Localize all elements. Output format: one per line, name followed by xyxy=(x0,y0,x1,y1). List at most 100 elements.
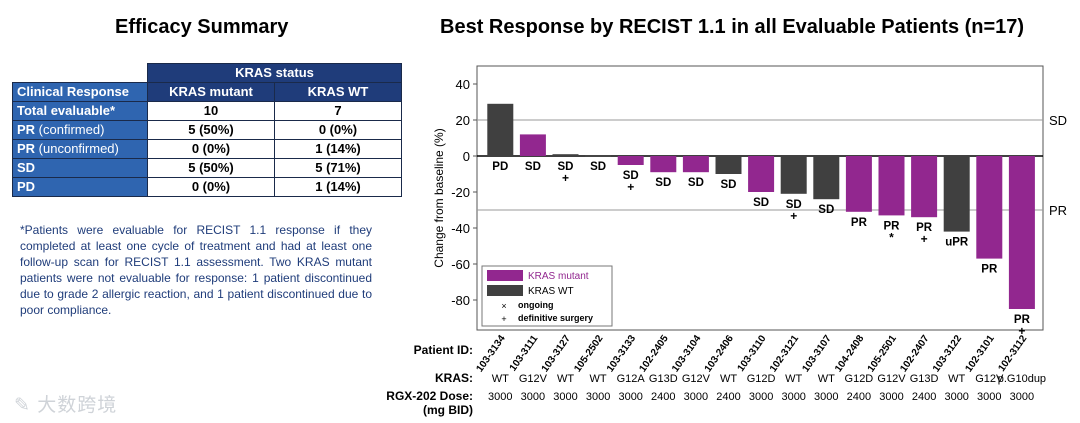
response-label: SD xyxy=(753,197,769,209)
patient-id: 103-3107 xyxy=(801,333,835,374)
bar xyxy=(748,156,775,192)
dose-value: 3000 xyxy=(586,391,610,403)
patient-id: 103-3133 xyxy=(605,333,639,374)
patient-id: 104-2408 xyxy=(833,333,867,374)
mutant-cell: 5 (50%) xyxy=(147,158,275,178)
patient-id: 103-3104 xyxy=(670,333,704,374)
response-marker: + xyxy=(921,232,928,246)
legend-surgery-symbol: + xyxy=(501,314,506,324)
dose-value: 3000 xyxy=(944,391,968,403)
table-row: PD 0 (0%) 1 (14%) xyxy=(12,177,402,197)
patient-id-row-label: Patient ID: xyxy=(414,343,473,357)
patient-id: 103-2406 xyxy=(703,333,737,374)
dose-value: 3000 xyxy=(684,391,708,403)
response-label: PR xyxy=(981,264,998,276)
response-label: SD xyxy=(688,177,704,189)
efficacy-table: KRAS status Clinical Response KRAS mutan… xyxy=(12,63,402,197)
patient-id: 103-3127 xyxy=(540,333,574,374)
response-label: SD xyxy=(786,199,802,211)
response-label: PR xyxy=(851,217,868,229)
kras-value: G12V xyxy=(975,373,1004,385)
response-label: SD xyxy=(655,177,671,189)
bar xyxy=(552,154,579,156)
legend-surgery-label: definitive surgery xyxy=(518,313,593,323)
dose-value: 3000 xyxy=(879,391,903,403)
bar xyxy=(617,156,644,165)
dose-value: 3000 xyxy=(1010,391,1034,403)
mutant-cell: 0 (0%) xyxy=(147,139,275,159)
response-label: SD xyxy=(525,161,541,173)
bar xyxy=(878,156,905,216)
response-marker: + xyxy=(790,209,797,223)
response-label: PR xyxy=(1014,314,1031,326)
wt-cell: 7 xyxy=(274,101,402,121)
kras-value: WT xyxy=(492,373,509,385)
bar xyxy=(780,156,807,194)
legend-ongoing-symbol: × xyxy=(501,301,506,311)
dose-value: 3000 xyxy=(781,391,805,403)
kras-value: G13D xyxy=(910,373,939,385)
response-label: SD xyxy=(721,179,737,191)
patient-id: 105-2501 xyxy=(866,333,900,374)
kras-value: G12A xyxy=(617,373,646,385)
kras-value: WT xyxy=(557,373,574,385)
bar xyxy=(943,156,970,232)
response-label: SD xyxy=(818,204,834,216)
kras-value: G12D xyxy=(747,373,776,385)
legend-wt-label: KRAS WT xyxy=(528,286,574,297)
bar xyxy=(487,103,514,156)
response-label: PD xyxy=(492,161,508,173)
dose-value: 3000 xyxy=(618,391,642,403)
chart-title: Best Response by RECIST 1.1 in all Evalu… xyxy=(440,16,1025,38)
y-tick-label: 20 xyxy=(456,113,470,128)
patient-id: 103-3122 xyxy=(931,333,965,374)
kras-mutant-header: KRAS mutant xyxy=(147,82,275,102)
kras-value: G12V xyxy=(519,373,548,385)
bar xyxy=(715,156,742,174)
y-tick-label: -60 xyxy=(451,257,470,272)
patient-id: 105-2502 xyxy=(572,333,606,374)
bar xyxy=(1008,156,1035,309)
patient-id: 102-2407 xyxy=(898,333,932,374)
patient-id: 103-3110 xyxy=(736,333,769,374)
plot-frame xyxy=(476,65,1044,331)
mutant-cell: 10 xyxy=(147,101,275,121)
response-marker: + xyxy=(562,171,569,185)
legend-ongoing-label: ongoing xyxy=(518,300,554,310)
response-label: SD xyxy=(558,161,574,173)
kras-value: G12D xyxy=(845,373,874,385)
response-marker: * xyxy=(889,230,894,244)
kras-value: WT xyxy=(590,373,607,385)
dose-value: 2400 xyxy=(651,391,675,403)
patient-id: 103-3111 xyxy=(508,333,541,373)
bar xyxy=(813,156,840,200)
y-tick-label: 40 xyxy=(456,77,470,92)
bar xyxy=(911,156,938,218)
patient-id: 103-3134 xyxy=(475,333,509,374)
efficacy-summary-title: Efficacy Summary xyxy=(115,16,289,38)
row-label: Total evaluable* xyxy=(12,101,148,121)
bar xyxy=(682,156,709,173)
kras-value: WT xyxy=(948,373,965,385)
reference-label: SD xyxy=(1049,113,1067,128)
kras-wt-header: KRAS WT xyxy=(274,82,402,102)
patient-id: 102-3121 xyxy=(768,333,802,374)
dose-value: 3000 xyxy=(488,391,512,403)
reference-label: PR xyxy=(1049,203,1067,218)
dose-value: 3000 xyxy=(814,391,838,403)
kras-row-label: KRAS: xyxy=(435,371,473,385)
kras-value: G12V xyxy=(682,373,711,385)
dose-value: 3000 xyxy=(521,391,545,403)
kras-value: WT xyxy=(720,373,737,385)
table-row: PR (confirmed) 5 (50%) 0 (0%) xyxy=(12,120,402,140)
y-tick-label: -20 xyxy=(451,185,470,200)
dose-value: 3000 xyxy=(749,391,773,403)
response-marker: + xyxy=(1018,324,1025,338)
bar xyxy=(976,156,1003,259)
y-tick-label: -40 xyxy=(451,221,470,236)
y-axis-label: Change from baseline (%) xyxy=(432,128,446,267)
kras-value: G13D xyxy=(649,373,678,385)
response-marker: + xyxy=(627,180,634,194)
dose-row-label: RGX-202 Dose: xyxy=(386,389,473,403)
